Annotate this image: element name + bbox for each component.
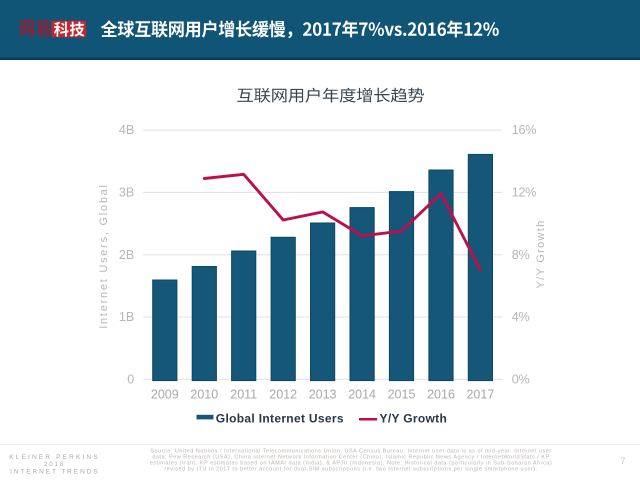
svg-text:Source: United Nations / Inter: Source: United Nations / International T… — [150, 449, 551, 455]
svg-text:2014: 2014 — [348, 388, 376, 402]
svg-text:1B: 1B — [119, 310, 134, 324]
svg-text:0: 0 — [127, 372, 134, 386]
svg-text:Y/Y Growth: Y/Y Growth — [380, 412, 448, 426]
svg-text:3B: 3B — [119, 186, 134, 200]
svg-text:2012: 2012 — [269, 388, 297, 402]
svg-text:Internet Users, Global: Internet Users, Global — [98, 183, 110, 329]
svg-text:2009: 2009 — [151, 388, 179, 402]
svg-text:2018: 2018 — [44, 461, 65, 468]
svg-text:INTERNET TRENDS: INTERNET TRENDS — [10, 469, 99, 476]
svg-text:2016: 2016 — [427, 388, 455, 402]
svg-text:8%: 8% — [512, 248, 530, 262]
svg-text:2010: 2010 — [190, 388, 218, 402]
svg-text:16%: 16% — [512, 123, 536, 137]
svg-text:2017: 2017 — [466, 388, 494, 402]
svg-text:Global Internet Users: Global Internet Users — [216, 412, 344, 426]
svg-text:estimates (Iran). KP estimates: estimates (Iran). KP estimates based on … — [150, 460, 553, 466]
svg-text:4%: 4% — [512, 310, 530, 324]
svg-text:data: Pew Research (USA), Chin: data: Pew Research (USA), China Internet… — [152, 455, 549, 461]
svg-text:2011: 2011 — [230, 388, 257, 402]
svg-text:7: 7 — [620, 456, 625, 466]
svg-text:KLEINER PERKINS: KLEINER PERKINS — [9, 454, 100, 461]
svg-text:2015: 2015 — [388, 388, 416, 402]
svg-text:2013: 2013 — [309, 388, 337, 402]
svg-text:12%: 12% — [512, 186, 536, 200]
svg-text:revised by ITU in 2017 to bett: revised by ITU in 2017 to better account… — [164, 466, 537, 472]
svg-text:4B: 4B — [119, 123, 134, 137]
svg-text:Y/Y Growth: Y/Y Growth — [535, 219, 547, 288]
svg-text:0%: 0% — [512, 372, 530, 386]
svg-text:2B: 2B — [119, 248, 134, 262]
